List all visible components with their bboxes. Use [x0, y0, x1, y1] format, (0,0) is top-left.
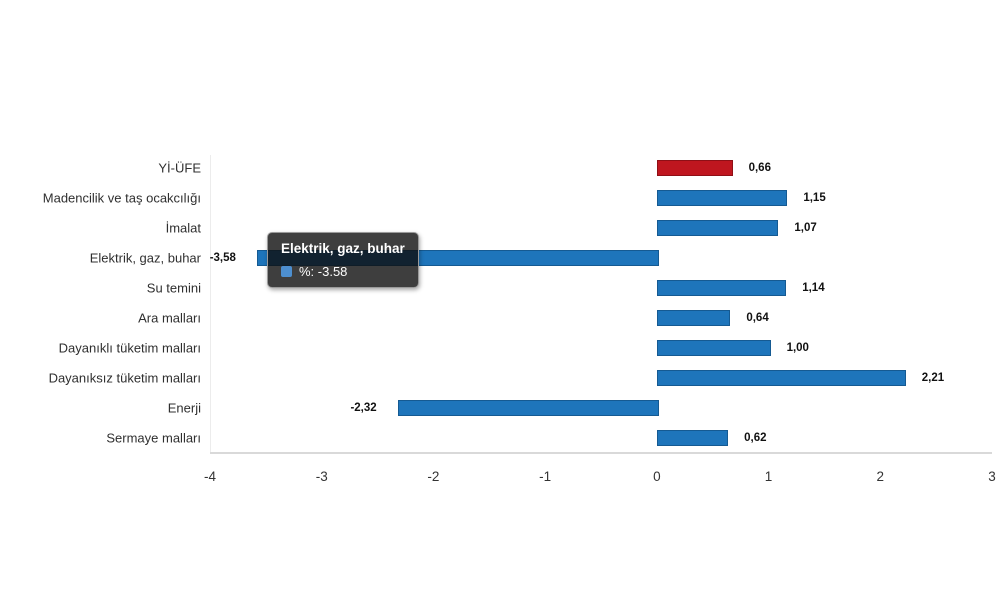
x-tick-0: 0 [653, 469, 661, 484]
category-label-ara-mallar: Ara malları [138, 310, 201, 326]
series-swatch-icon [281, 266, 292, 277]
category-label-sermaye-mallar: Sermaye malları [106, 430, 201, 446]
x-tick-3: 3 [988, 469, 996, 484]
x-tick--3: -3 [315, 469, 328, 484]
value-label-i-malat: 1,07 [794, 222, 817, 234]
x-tick--4: -4 [203, 469, 217, 484]
category-label-elektrik-gaz-buhar: Elektrik, gaz, buhar [89, 250, 201, 266]
value-label-dayan-kl-t-ketim-mallar: 1,00 [786, 342, 809, 354]
x-tick-1: 1 [764, 469, 773, 484]
category-label-dayan-ks-z-t-ketim-mallar: Dayanıksız tüketim malları [48, 370, 201, 386]
value-label-madencilik-ve-ta-ocakc-l: 1,15 [803, 192, 826, 204]
bar-su-temini[interactable] [656, 280, 787, 296]
x-axis-line [210, 452, 992, 454]
value-label-elektrik-gaz-buhar: -3,58 [209, 252, 236, 264]
category-label-i-malat: İmalat [165, 220, 201, 236]
bar-dayan-kl-t-ketim-mallar[interactable] [656, 340, 771, 356]
value-label-yi-fe: 0,66 [748, 162, 771, 174]
x-tick--2: -2 [427, 469, 440, 484]
bar-enerji[interactable] [397, 400, 659, 416]
value-label-dayan-ks-z-t-ketim-mallar: 2,21 [921, 372, 945, 384]
bar-ara-mallar[interactable] [656, 310, 731, 326]
value-label-ara-mallar: 0,64 [746, 312, 769, 324]
bar-sermaye-mallar[interactable] [656, 430, 729, 446]
x-tick--1: -1 [539, 469, 552, 484]
category-label-enerji: Enerji [167, 400, 201, 416]
tooltip-row: %: -3.58 [281, 264, 405, 279]
tooltip-title: Elektrik, gaz, buhar [281, 241, 405, 256]
bar-yi-fe[interactable] [656, 160, 733, 176]
bar-dayan-ks-z-t-ketim-mallar[interactable] [656, 370, 906, 386]
category-label-dayan-kl-t-ketim-mallar: Dayanıklı tüketim malları [58, 340, 201, 356]
value-label-su-temini: 1,14 [802, 282, 825, 294]
value-label-enerji: -2,32 [350, 402, 377, 414]
bar-i-malat[interactable] [656, 220, 779, 236]
x-tick-2: 2 [876, 469, 885, 484]
tooltip-value: %: -3.58 [299, 264, 348, 279]
plot-left-border [210, 155, 211, 453]
category-label-madencilik-ve-ta-ocakc-l: Madencilik ve taş ocakcılığı [42, 190, 201, 206]
bar-madencilik-ve-ta-ocakc-l[interactable] [656, 190, 788, 206]
value-label-sermaye-mallar: 0,62 [744, 432, 767, 444]
tooltip: Elektrik, gaz, buhar %: -3.58 [267, 232, 419, 288]
category-label-yi-fe: Yİ-ÜFE [158, 160, 201, 176]
category-label-su-temini: Su temini [146, 280, 201, 296]
